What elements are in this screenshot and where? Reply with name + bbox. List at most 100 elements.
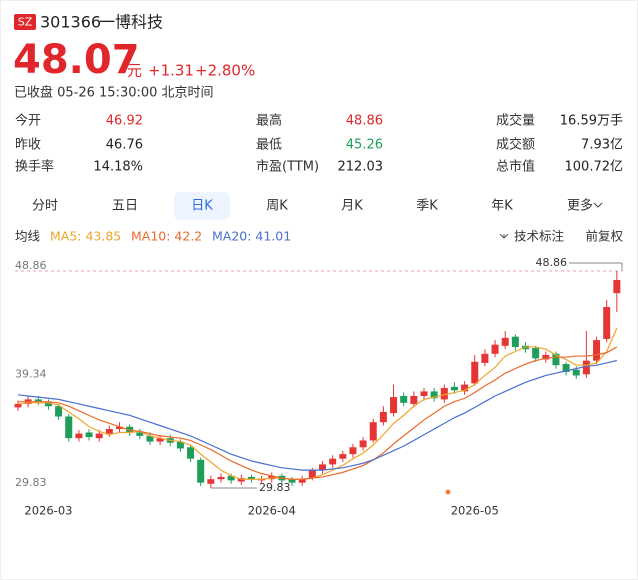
candle-body: [511, 336, 519, 347]
stat-label: 最高: [256, 113, 282, 129]
tab[interactable]: 分时: [32, 199, 58, 214]
stat-value: 48.86: [346, 114, 383, 129]
candle-body: [603, 307, 611, 339]
candle-body: [187, 447, 195, 459]
candle-body: [430, 391, 438, 399]
candle-body: [379, 411, 387, 423]
high-label: 48.86: [536, 256, 568, 269]
x-tick-label: 2026-03: [24, 504, 72, 518]
stock-name: 一博科技: [99, 13, 163, 32]
candle-body: [136, 432, 144, 436]
legend-entry: MA20: 41.01: [212, 229, 291, 244]
candle-body: [501, 337, 509, 346]
candle-body: [308, 470, 316, 479]
indicator-label: 均线: [15, 229, 41, 244]
candle-body: [410, 395, 418, 404]
candle-body: [227, 475, 235, 481]
candle-body: [572, 369, 580, 376]
tab[interactable]: 更多: [567, 198, 593, 214]
candle-body: [95, 433, 103, 439]
tab[interactable]: 月K: [341, 199, 363, 214]
stat-label: 总市值: [496, 159, 535, 175]
stat-value: 46.76: [106, 138, 143, 153]
candle-body: [34, 399, 42, 402]
candle-body: [156, 438, 164, 442]
ma-line: [17, 327, 618, 480]
market: SZ: [18, 16, 33, 29]
stat-value: 46.92: [106, 114, 143, 129]
candle-body: [247, 476, 255, 480]
candle-body: [552, 353, 560, 366]
y-tick-label: 29.83: [15, 476, 47, 489]
tab[interactable]: 日K: [191, 199, 213, 214]
candle-body: [65, 416, 73, 439]
candle-body: [44, 401, 52, 407]
legend-entry: MA5: 43.85: [50, 229, 121, 244]
status: 已收盘 05-26 15:30:00 北京时间: [14, 85, 214, 101]
candle-body: [105, 429, 113, 434]
candle-body: [420, 391, 428, 396]
ma-line: [18, 346, 618, 480]
candle-body: [176, 441, 184, 449]
candle-body: [339, 454, 347, 459]
candle-body: [390, 397, 398, 414]
candle-body: [55, 406, 63, 417]
stat-label: 市盈(TTM): [256, 159, 319, 175]
candle-body: [593, 340, 601, 361]
candle-body: [116, 426, 123, 430]
annotate-icon: [499, 233, 509, 239]
x-tick-label: 2026-05: [451, 504, 499, 518]
candle-body: [542, 354, 550, 360]
candle-body: [471, 361, 479, 384]
legend-entry: MA10: 42.2: [131, 229, 202, 244]
change: +1.31: [148, 62, 194, 80]
change-pct: +2.80%: [195, 62, 255, 80]
stat-value: 14.18%: [93, 160, 143, 175]
stat-label: 今开: [15, 113, 41, 129]
y-tick-label: 48.86: [15, 259, 47, 272]
y-tick-label: 39.34: [15, 368, 47, 381]
tool[interactable]: 技术标注: [514, 229, 565, 244]
candle-body: [349, 447, 357, 455]
candle-body: [359, 440, 367, 448]
stat-value: 16.59万手: [560, 114, 623, 129]
tab-selected-bg: [174, 192, 230, 220]
candle-body: [400, 395, 408, 403]
tool[interactable]: 前复权: [585, 229, 623, 244]
candle-body: [329, 458, 337, 465]
tab[interactable]: 年K: [491, 199, 513, 214]
candle-body: [461, 384, 469, 392]
tab[interactable]: 周K: [266, 199, 288, 214]
candle-body: [288, 479, 296, 483]
stat-value: 100.72亿: [565, 160, 624, 175]
candle-body: [532, 348, 540, 359]
candle-body: [450, 386, 458, 391]
candle-body: [207, 479, 215, 484]
candle-body: [319, 464, 326, 471]
candle-body: [369, 422, 377, 441]
candle-body: [481, 353, 489, 363]
candle-body: [217, 476, 225, 480]
stat-value: 212.03: [338, 160, 384, 175]
stat-label: 换手率: [15, 159, 54, 175]
candle-body: [75, 433, 83, 439]
low-label: 29.83: [259, 481, 291, 494]
candle-body: [14, 403, 22, 408]
market-badge: [14, 14, 36, 30]
event-dot: [445, 489, 451, 495]
stat-label: 成交量: [496, 113, 535, 129]
candle-body: [85, 432, 93, 438]
tab[interactable]: 季K: [416, 199, 438, 214]
stat-label: 成交额: [496, 137, 535, 153]
candle-body: [298, 479, 306, 483]
stat-label: 昨收: [15, 138, 41, 153]
stat-value: 45.26: [346, 138, 383, 153]
tab[interactable]: 五日: [112, 199, 138, 214]
candle-body: [491, 344, 499, 354]
stat-value: 7.93亿: [581, 138, 623, 153]
candle-body: [440, 387, 448, 400]
candle-body: [613, 280, 621, 294]
price: 48.07: [13, 37, 140, 83]
